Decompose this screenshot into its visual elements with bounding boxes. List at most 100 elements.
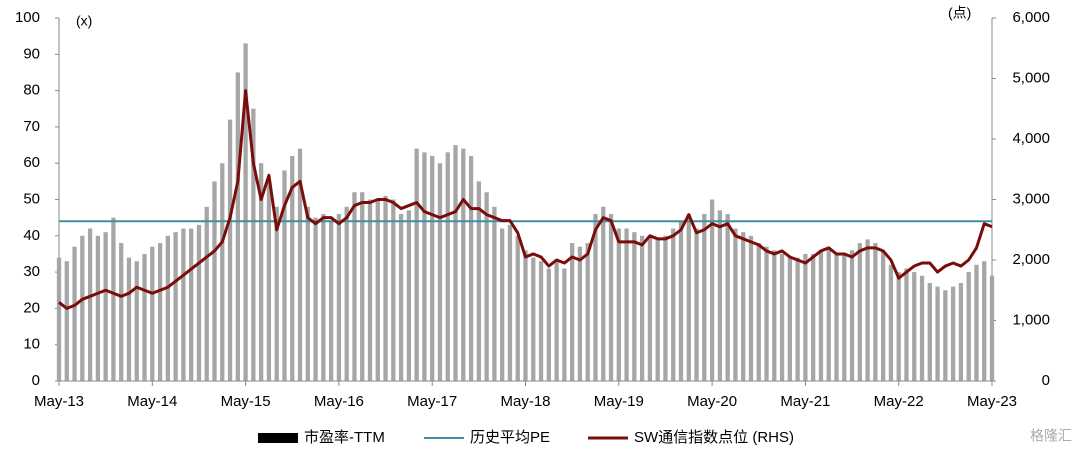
bar xyxy=(80,235,85,381)
bar xyxy=(430,155,435,381)
bar xyxy=(772,250,777,381)
bar xyxy=(360,192,365,381)
watermark: 格隆汇 xyxy=(1030,428,1072,444)
bar xyxy=(663,235,668,381)
bar xyxy=(818,250,824,381)
y-tick-label: 90 xyxy=(23,45,40,62)
bar xyxy=(344,206,349,381)
bar xyxy=(251,108,256,381)
y-tick-label: 40 xyxy=(23,227,40,244)
index-line xyxy=(58,89,993,310)
bar xyxy=(515,235,520,381)
y-tick-label: 50 xyxy=(23,190,40,207)
bar xyxy=(570,243,575,381)
bar xyxy=(398,214,404,381)
bar xyxy=(297,148,303,381)
bar xyxy=(927,282,932,381)
bar xyxy=(422,152,427,381)
bar xyxy=(336,214,342,381)
bar xyxy=(142,253,147,381)
bar xyxy=(950,286,956,381)
bar xyxy=(220,163,225,381)
bar xyxy=(601,206,606,381)
x-tick-label: May-15 xyxy=(221,393,271,410)
bar xyxy=(888,264,894,381)
bar xyxy=(686,214,691,381)
bar xyxy=(748,235,754,381)
bar xyxy=(461,148,466,381)
bar xyxy=(453,145,458,381)
bar xyxy=(352,192,357,381)
bar xyxy=(779,253,785,381)
y2-tick-label: 4,000 xyxy=(1012,130,1050,147)
bar xyxy=(694,228,699,381)
bar xyxy=(678,221,684,381)
bar xyxy=(134,261,139,381)
bar xyxy=(935,286,940,381)
bar xyxy=(181,228,186,381)
bar xyxy=(756,243,761,381)
y2-unit: (点) xyxy=(948,5,971,21)
legend-label: SW通信指数点位 (RHS) xyxy=(634,429,794,446)
x-tick-label: May-16 xyxy=(314,393,364,410)
y-tick-label: 30 xyxy=(23,263,40,280)
bar xyxy=(173,232,178,381)
bar xyxy=(95,235,101,381)
bar xyxy=(811,253,816,381)
bar xyxy=(725,214,730,381)
y2-tick-label: 1,000 xyxy=(1012,311,1050,328)
bar xyxy=(126,257,132,381)
bar xyxy=(842,253,847,381)
bar xyxy=(803,253,808,381)
bar xyxy=(577,246,583,381)
legend-swatch xyxy=(258,433,298,443)
bar xyxy=(523,250,528,381)
bar xyxy=(367,199,373,381)
y-tick-label: 0 xyxy=(32,372,40,389)
x-tick-label: May-13 xyxy=(34,393,84,410)
bar xyxy=(834,253,839,381)
bar xyxy=(585,243,590,381)
bar xyxy=(321,214,326,381)
bar xyxy=(87,228,93,381)
bar xyxy=(795,257,800,381)
bar xyxy=(500,228,505,381)
bar xyxy=(235,72,240,381)
bar xyxy=(616,228,621,381)
legend-label: 历史平均PE xyxy=(470,429,550,446)
bar xyxy=(826,246,831,381)
bar xyxy=(857,243,862,381)
bar xyxy=(989,275,995,381)
bar xyxy=(655,239,660,381)
bar xyxy=(671,228,676,381)
bar xyxy=(982,261,987,381)
y-tick-label: 80 xyxy=(23,82,40,99)
bar xyxy=(647,235,653,381)
bar xyxy=(554,261,559,381)
x-tick-label: May-21 xyxy=(780,393,830,410)
bar xyxy=(632,232,637,381)
bar xyxy=(259,163,264,381)
bar xyxy=(204,206,209,381)
bar xyxy=(593,214,598,381)
bar xyxy=(764,246,769,381)
bar xyxy=(196,224,202,381)
bar xyxy=(624,228,629,381)
bar xyxy=(305,206,310,381)
bar xyxy=(702,214,707,381)
y-tick-label: 10 xyxy=(23,336,40,353)
bar xyxy=(274,206,279,381)
y-tick-label: 70 xyxy=(23,118,40,135)
bar xyxy=(484,192,489,381)
bar xyxy=(904,268,909,381)
bar xyxy=(919,275,925,381)
x-tick-label: May-18 xyxy=(500,393,550,410)
bar xyxy=(157,243,163,381)
x-tick-label: May-19 xyxy=(594,393,644,410)
bar xyxy=(492,206,497,381)
bar xyxy=(437,163,443,381)
bar xyxy=(406,210,412,381)
bar xyxy=(943,290,948,381)
y2-tick-label: 0 xyxy=(1042,372,1050,389)
